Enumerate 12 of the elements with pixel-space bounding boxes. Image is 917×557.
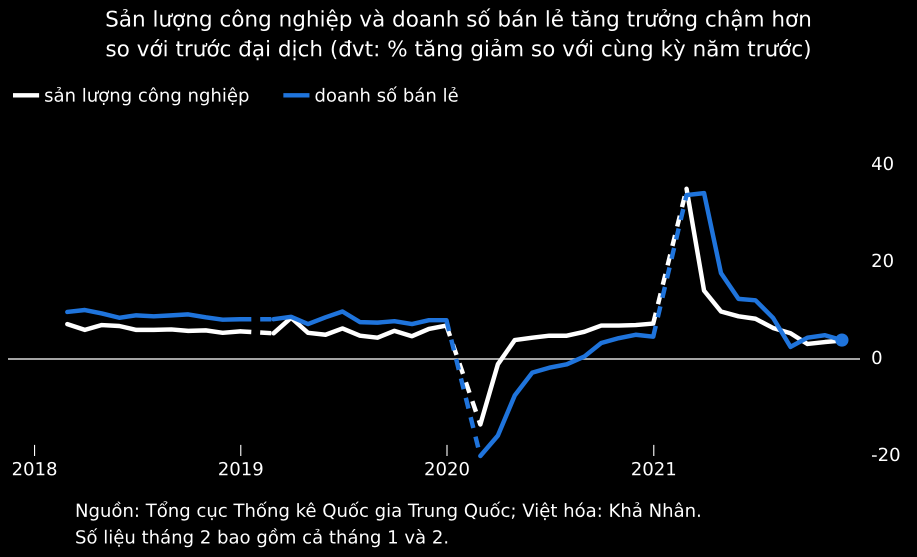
x-tick-label: 2021 bbox=[632, 462, 676, 476]
chart-title: Sản lượng công nghiệp và doanh số bán lẻ tăng trưởng chậm hơn so với trước đại dịch (đvt: % tăng giảm so với cùng kỳ năm trước) bbox=[106, 8, 810, 61]
legend-label: doanh số bán lẻ bbox=[315, 86, 458, 102]
x-tick-label: 2018 bbox=[12, 462, 56, 476]
text: Nguồn: Tổng cục Thống kê Quốc gia Trung Quốc; Việt hóa: Khả Nhân. Số liệu tháng 2 bao gồm cả tháng 1 và 2. bbox=[76, 501, 700, 548]
x-tick-label: 2019 bbox=[219, 462, 262, 476]
y-tick-label: 40 bbox=[872, 156, 893, 170]
legend-label: sản lượng công nghiệp bbox=[45, 87, 248, 106]
y-tick-label: 0 bbox=[872, 350, 882, 364]
y-tick-label: 20 bbox=[872, 254, 893, 268]
x-tick-label: 2020 bbox=[425, 462, 469, 476]
y-tick-label: -20 bbox=[872, 448, 900, 462]
